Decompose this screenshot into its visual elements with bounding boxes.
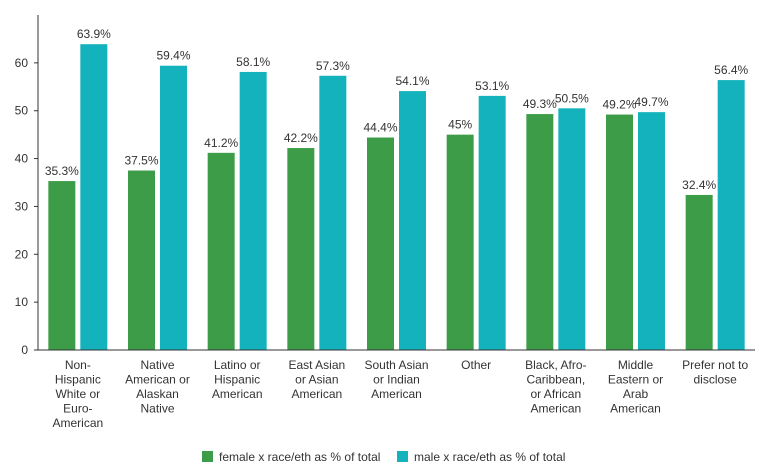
- x-category-label-line: American or: [125, 373, 190, 387]
- male-data-label: 49.7%: [634, 95, 668, 109]
- female-data-label: 49.3%: [523, 97, 557, 111]
- male-data-label: 53.1%: [475, 79, 509, 93]
- female-bar: [685, 194, 713, 350]
- female-bar: [48, 181, 76, 350]
- female-data-label: 49.2%: [602, 98, 636, 112]
- y-axis: 0 10 20 30 40 50 60: [15, 15, 39, 357]
- x-category-label-line: Black, Afro-: [525, 358, 586, 372]
- bars: [48, 44, 745, 351]
- data-labels: 35.3% 63.9% 37.5% 59.4% 41.2% 58.1% 42.2% 57.3%…: [45, 27, 749, 192]
- y-tick-label: 60: [15, 56, 29, 70]
- female-bar: [526, 114, 554, 350]
- female-data-label: 42.2%: [284, 131, 318, 145]
- x-category-label-line: White or: [55, 387, 100, 401]
- x-category-label-line: American: [212, 387, 263, 401]
- x-category-label-line: or Asian: [295, 373, 338, 387]
- x-category-label: East Asian or Asian American: [288, 358, 345, 401]
- x-category-label-line: disclose: [693, 373, 737, 387]
- male-data-label: 58.1%: [236, 55, 270, 69]
- y-tick-label: 50: [15, 104, 29, 118]
- male-data-label: 59.4%: [156, 49, 190, 63]
- y-tick-label: 0: [21, 343, 28, 357]
- x-category-label-line: Non-: [65, 358, 91, 372]
- legend-label-female: female x race/eth as % of total: [219, 450, 380, 464]
- male-bar: [80, 44, 108, 350]
- female-data-label: 44.4%: [363, 121, 397, 135]
- x-category-label: Prefer not to disclose: [682, 358, 748, 387]
- legend-label-male: male x race/eth as % of total: [414, 450, 565, 464]
- x-category-label-line: American: [52, 416, 103, 430]
- x-category-label-line: Middle: [618, 358, 654, 372]
- x-category-label-line: Eastern or: [608, 373, 663, 387]
- legend-swatch-male: [397, 451, 408, 462]
- male-data-label: 56.4%: [714, 63, 748, 77]
- legend-swatch-female: [202, 451, 213, 462]
- x-category-label: Latino or Hispanic American: [212, 358, 263, 401]
- x-category-label-line: American: [610, 402, 661, 416]
- x-category-label: Other: [461, 358, 491, 372]
- x-category-label-line: Native: [140, 402, 174, 416]
- x-category-label-line: Other: [461, 358, 491, 372]
- male-bar: [160, 65, 187, 350]
- male-data-label: 57.3%: [316, 59, 350, 73]
- x-category-label: South Asian or Indian American: [364, 358, 428, 401]
- x-category-label-line: Caribbean,: [526, 373, 585, 387]
- x-category-label-line: American: [291, 387, 342, 401]
- x-category-label-line: or Indian: [373, 373, 420, 387]
- x-category-label-line: Native: [140, 358, 174, 372]
- male-bar: [399, 91, 426, 350]
- y-tick-label: 40: [15, 152, 29, 166]
- female-bar: [287, 148, 315, 350]
- male-bar: [319, 75, 347, 351]
- x-category-label-line: Hispanic: [214, 373, 260, 387]
- female-data-label: 35.3%: [45, 164, 79, 178]
- female-bar: [446, 134, 474, 350]
- x-category-label: Black, Afro-Caribbean, or African American: [525, 358, 586, 416]
- x-category-label-line: Hispanic: [55, 373, 101, 387]
- x-category-label: Non-Hispanic White or Euro-American: [52, 358, 103, 430]
- y-tick-label: 20: [15, 247, 29, 261]
- x-category-label-line: Latino or: [214, 358, 261, 372]
- x-category-label-line: Arab: [623, 387, 649, 401]
- male-bar: [478, 95, 506, 350]
- x-category-label-line: Euro-: [63, 402, 92, 416]
- x-category-label-line: American: [371, 387, 422, 401]
- female-data-label: 45%: [448, 118, 472, 132]
- female-bar: [207, 152, 235, 350]
- x-category-label: Middle Eastern or Arab American: [608, 358, 663, 416]
- female-data-label: 41.2%: [204, 136, 238, 150]
- female-bar: [128, 170, 155, 350]
- legend: female x race/eth as % of total male x ra…: [202, 450, 565, 464]
- x-category-label-line: American: [530, 402, 581, 416]
- female-data-label: 32.4%: [682, 178, 716, 192]
- male-bar: [558, 108, 586, 350]
- y-tick-label: 10: [15, 295, 29, 309]
- male-bar: [717, 80, 745, 350]
- x-category-label-line: Alaskan: [136, 387, 179, 401]
- male-bar: [638, 112, 665, 351]
- x-category-label: Native American or Alaskan Native: [125, 358, 190, 416]
- x-category-label-line: Prefer not to: [682, 358, 748, 372]
- female-data-label: 37.5%: [124, 154, 158, 168]
- x-category-label-line: East Asian: [288, 358, 345, 372]
- male-data-label: 50.5%: [555, 91, 589, 105]
- female-bar: [367, 137, 394, 350]
- male-data-label: 63.9%: [77, 27, 111, 41]
- y-tick-label: 30: [15, 199, 29, 213]
- x-category-label-line: South Asian: [364, 358, 428, 372]
- female-bar: [606, 114, 633, 351]
- male-data-label: 54.1%: [395, 74, 429, 88]
- x-category-label-line: or African: [530, 387, 581, 401]
- male-bar: [239, 71, 267, 350]
